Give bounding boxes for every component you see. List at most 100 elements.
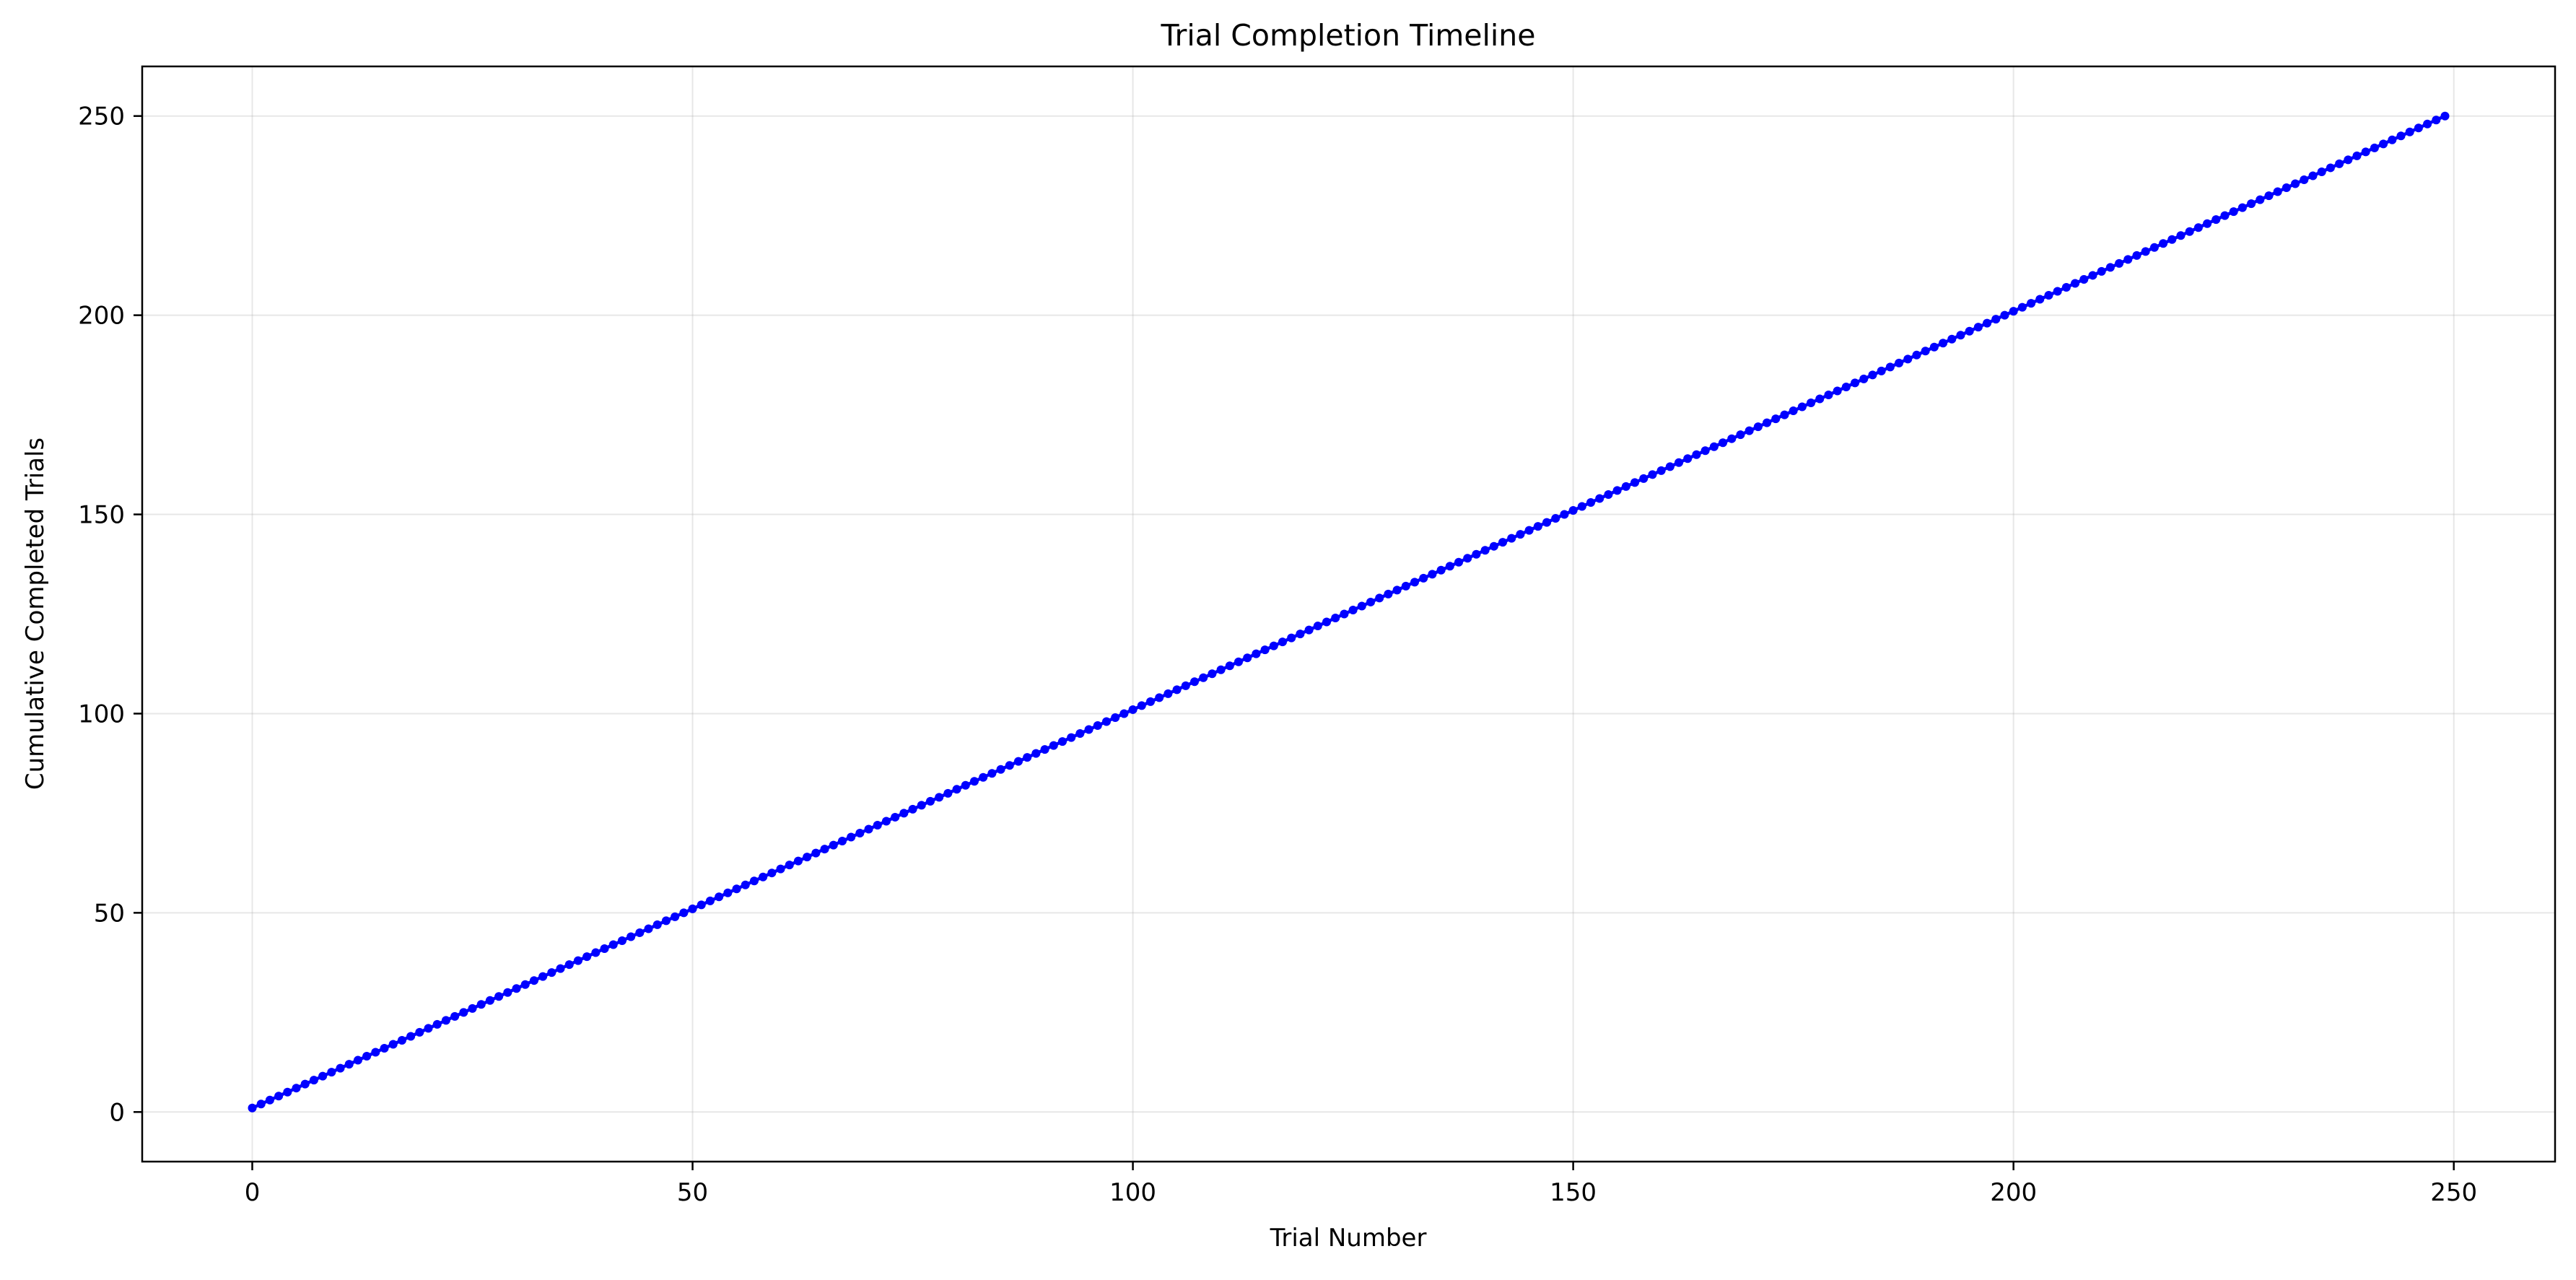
data-point: [362, 1052, 372, 1061]
y-tick-label: 50: [94, 899, 125, 928]
data-point: [2212, 215, 2221, 225]
data-point: [1137, 701, 1146, 710]
data-point: [2027, 299, 2036, 308]
data-point: [2115, 258, 2124, 268]
data-point: [2344, 155, 2353, 165]
data-point: [1040, 745, 1049, 754]
data-point: [1912, 350, 1921, 360]
y-tick-label: 200: [78, 302, 125, 331]
data-point: [1384, 589, 1393, 598]
data-point: [2159, 239, 2168, 248]
data-point: [1410, 578, 1420, 587]
data-point: [503, 988, 512, 997]
data-point: [2414, 123, 2423, 133]
data-point: [2176, 231, 2186, 240]
data-point: [353, 1055, 362, 1065]
data-point: [855, 829, 865, 838]
data-point: [635, 928, 645, 937]
data-point: [2097, 266, 2106, 276]
data-point: [2308, 171, 2318, 180]
data-point: [1111, 713, 1120, 722]
data-point: [1463, 554, 1472, 563]
data-point: [2044, 291, 2053, 300]
data-point: [1895, 358, 1904, 367]
data-point: [2379, 139, 2388, 149]
data-point: [671, 912, 680, 921]
x-tick-label: 200: [1990, 1178, 2037, 1207]
data-point: [1287, 633, 1296, 643]
data-point: [274, 1092, 284, 1101]
data-point: [344, 1060, 354, 1069]
data-point: [2088, 271, 2097, 280]
data-point: [1851, 378, 1860, 388]
x-tick-label: 0: [245, 1178, 261, 1207]
data-point: [925, 796, 935, 806]
data-point: [987, 769, 997, 778]
data-point: [1797, 402, 1807, 412]
data-point: [2388, 135, 2397, 144]
data-point: [2237, 203, 2247, 212]
data-point: [371, 1048, 380, 1057]
data-point: [2053, 287, 2062, 296]
data-point: [1551, 514, 1560, 523]
data-point: [1340, 609, 1349, 619]
data-point: [873, 820, 882, 830]
data-point: [837, 837, 847, 846]
data-point: [864, 824, 873, 834]
x-axis-ticks: 0 50 100 150 200 250: [245, 1162, 2477, 1207]
data-point: [776, 864, 785, 874]
data-point: [741, 880, 750, 889]
data-point: [688, 904, 697, 913]
data-point: [1189, 677, 1199, 687]
data-point: [2141, 247, 2150, 256]
data-point: [1145, 697, 1155, 706]
data-point: [1392, 585, 1402, 595]
data-point: [397, 1035, 406, 1045]
data-point: [626, 932, 636, 941]
data-point: [2300, 175, 2309, 184]
data-point: [1604, 489, 1613, 499]
data-point: [2017, 302, 2027, 312]
data-point: [380, 1044, 389, 1053]
data-point: [1296, 630, 1305, 639]
data-point: [1436, 565, 1446, 575]
data-point: [793, 856, 803, 866]
data-point: [2185, 227, 2194, 236]
data-point: [1005, 761, 1014, 770]
data-point: [1533, 522, 1542, 531]
data-point: [2123, 255, 2133, 264]
data-point: [1947, 334, 1957, 344]
data-point: [529, 976, 538, 985]
data-point: [485, 996, 494, 1005]
data-point: [1595, 494, 1604, 503]
data-point: [2000, 310, 2009, 320]
data-point: [2149, 243, 2159, 252]
data-point: [1648, 470, 1657, 479]
data-point: [2423, 119, 2432, 129]
data-point: [300, 1079, 310, 1089]
data-point: [1753, 422, 1763, 432]
data-point: [1877, 366, 1886, 375]
data-point: [1023, 753, 1032, 762]
data-point: [1780, 410, 1789, 419]
data-point: [899, 809, 909, 818]
data-point: [1965, 326, 1974, 336]
y-tick-label: 0: [109, 1098, 125, 1127]
data-point: [1234, 657, 1243, 666]
data-point: [256, 1100, 266, 1109]
data-point: [1956, 331, 1965, 340]
x-tick-label: 250: [2430, 1178, 2477, 1207]
data-point: [1745, 426, 1754, 435]
data-point: [979, 772, 988, 782]
data-point: [1428, 570, 1437, 579]
x-axis-label: Trial Number: [1270, 1224, 1427, 1253]
data-point: [2317, 167, 2326, 176]
data-point: [1269, 641, 1278, 650]
y-tick-label: 150: [78, 501, 125, 530]
data-point: [564, 960, 574, 970]
data-point: [1621, 482, 1630, 491]
data-point: [1075, 729, 1085, 739]
data-point: [538, 972, 548, 981]
data-point: [617, 936, 626, 946]
